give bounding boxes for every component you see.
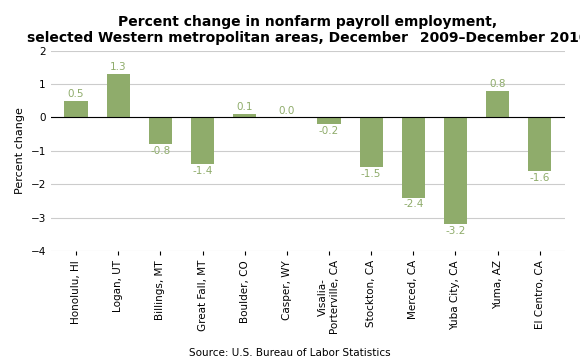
Bar — [360, 117, 383, 167]
Bar — [402, 117, 425, 198]
Y-axis label: Percent change: Percent change — [15, 107, 25, 194]
Bar — [233, 114, 256, 117]
Bar — [486, 91, 509, 117]
Text: 0.1: 0.1 — [237, 102, 253, 112]
Text: -3.2: -3.2 — [445, 226, 466, 236]
Text: -1.4: -1.4 — [193, 166, 213, 176]
Bar — [149, 117, 172, 144]
Text: 1.3: 1.3 — [110, 62, 126, 72]
Text: 0.8: 0.8 — [490, 79, 506, 89]
Text: 0.0: 0.0 — [278, 106, 295, 116]
Bar — [191, 117, 214, 164]
Text: 0.5: 0.5 — [68, 89, 84, 99]
Text: -0.2: -0.2 — [319, 126, 339, 136]
Bar — [444, 117, 467, 224]
Text: -1.5: -1.5 — [361, 169, 381, 179]
Text: -1.6: -1.6 — [530, 172, 550, 183]
Bar — [528, 117, 552, 171]
Text: -0.8: -0.8 — [150, 146, 171, 156]
Bar — [64, 101, 88, 117]
Text: Source: U.S. Bureau of Labor Statistics: Source: U.S. Bureau of Labor Statistics — [189, 348, 391, 359]
Title: Percent change in nonfarm payroll employment,
selected Western metropolitan area: Percent change in nonfarm payroll employ… — [27, 15, 580, 45]
Text: -2.4: -2.4 — [403, 199, 423, 209]
Bar — [107, 74, 130, 117]
Bar — [317, 117, 340, 124]
